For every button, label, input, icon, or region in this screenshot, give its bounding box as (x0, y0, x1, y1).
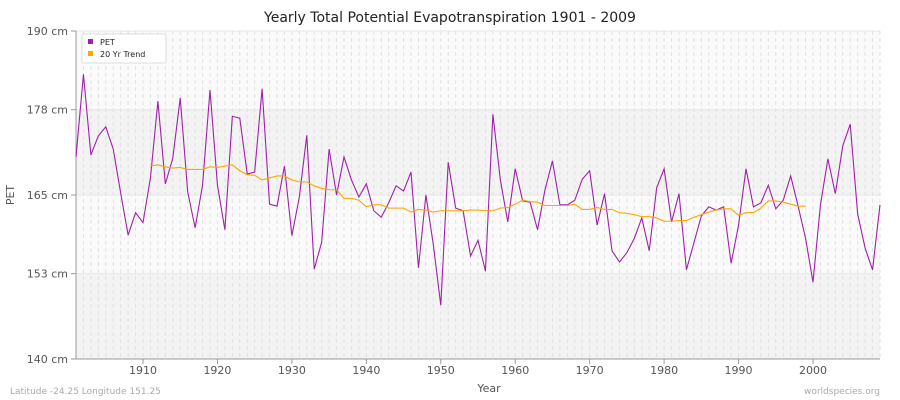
x-tick-label: 1920 (203, 364, 231, 377)
legend: PET 20 Yr Trend (81, 33, 167, 64)
x-tick-label: 1930 (278, 364, 306, 377)
pet-line (75, 74, 881, 306)
x-tick-label: 1990 (725, 364, 753, 377)
legend-label-trend: 20 Yr Trend (100, 50, 145, 59)
x-axis-label: Year (476, 382, 501, 395)
credit-label: worldspecies.org (804, 387, 880, 397)
x-tick-label: 2000 (799, 364, 827, 377)
location-label: Latitude -24.25 Longitude 151.25 (10, 387, 161, 397)
x-tick-label: 1940 (352, 364, 380, 377)
y-tick-label: 165 cm (27, 189, 68, 202)
y-tick-label: 140 cm (27, 353, 68, 366)
y-tick-label: 178 cm (27, 104, 68, 117)
x-tick-label: 1960 (501, 364, 529, 377)
legend-label-pet: PET (100, 38, 115, 47)
chart-title: Yearly Total Potential Evapotranspiratio… (263, 10, 636, 26)
x-tick-label: 1970 (576, 364, 604, 377)
trend-line (150, 164, 806, 222)
y-tick-label: 153 cm (27, 268, 68, 281)
legend-swatch-pet (88, 39, 93, 44)
x-tick-label: 1980 (650, 364, 678, 377)
y-tick-label: 190 cm (27, 25, 68, 38)
y-band (76, 273, 880, 359)
y-axis-label: PET (4, 185, 17, 206)
legend-swatch-trend (88, 51, 93, 56)
x-tick-label: 1910 (129, 364, 157, 377)
x-tick-label: 1950 (427, 364, 455, 377)
